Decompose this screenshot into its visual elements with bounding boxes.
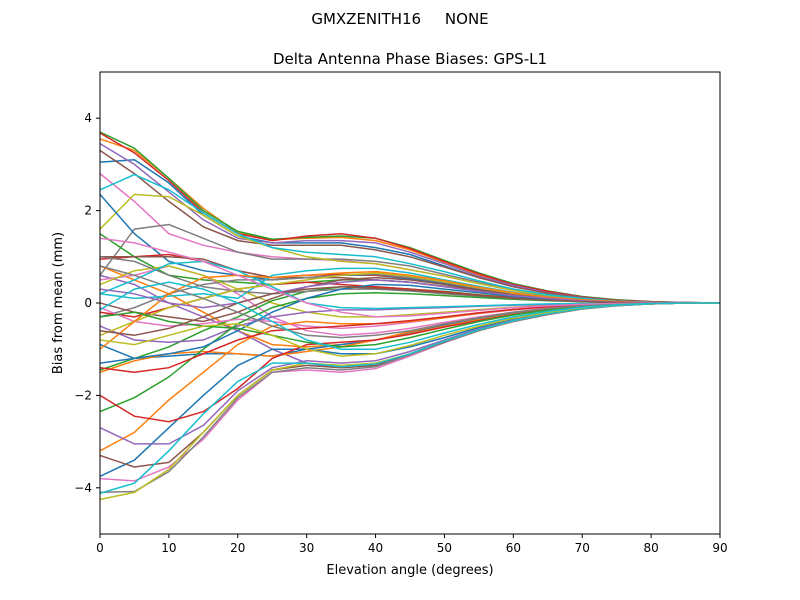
series-lines [100,131,720,501]
x-tick-label: 50 [437,541,452,555]
x-tick-label: 90 [712,541,727,555]
x-tick-label: 60 [506,541,521,555]
y-tick-label: 0 [84,296,92,310]
x-tick-label: 20 [230,541,245,555]
x-tick-label: 70 [575,541,590,555]
y-tick-label: −2 [74,388,92,402]
series-line-s50 [100,281,720,350]
chart-suptitle: GMXZENITH16 NONE [311,10,488,28]
x-axis-label: Elevation angle (degrees) [326,563,493,578]
x-tick-label: 10 [161,541,176,555]
series-line-s46 [100,286,720,337]
x-tick-label: 30 [299,541,314,555]
x-tick-label: 40 [368,541,383,555]
y-tick-label: 4 [84,111,92,125]
y-tick-label: −4 [74,481,92,495]
y-axis-label: Bias from mean (mm) [51,232,66,374]
x-tick-label: 0 [96,541,104,555]
series-line-s47 [100,237,720,318]
y-axis: −4 −2 0 2 4 [74,111,100,495]
x-axis: 0 10 20 30 40 50 60 70 80 90 [96,534,728,555]
chart-title: Delta Antenna Phase Biases: GPS-L1 [273,50,547,68]
y-tick-label: 2 [84,204,92,218]
x-tick-label: 80 [643,541,658,555]
